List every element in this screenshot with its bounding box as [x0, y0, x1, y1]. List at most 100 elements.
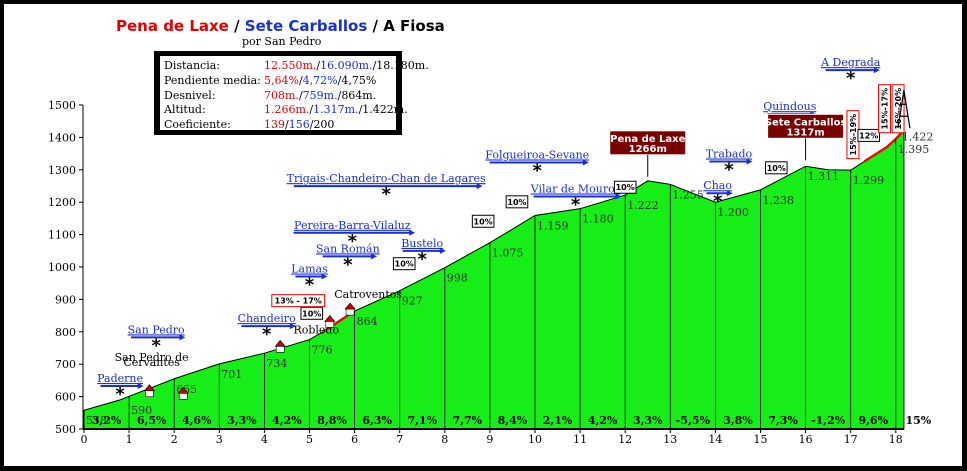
stats-value-3: 200	[313, 118, 335, 132]
stats-box: Distancia: 12.550m./16.090m./18.180m. Pe…	[154, 51, 429, 135]
y-tick-label: 500	[55, 423, 76, 436]
stats-value-2: 1.317m.	[313, 103, 359, 117]
gradient-tag-box	[878, 84, 892, 134]
stats-value-1: 12.550m.	[264, 59, 317, 72]
gradient-tag: 10%	[474, 217, 493, 226]
place-arrow	[746, 158, 753, 165]
place-star: *	[115, 384, 125, 405]
y-tick-label: 700	[55, 358, 76, 371]
place-label: A Degrada	[820, 56, 881, 69]
place-label: Cervantes	[123, 356, 180, 369]
place-arrow	[371, 253, 378, 260]
x-tick-label: 6	[351, 433, 358, 446]
place-label: Catroventos	[334, 288, 402, 301]
place-arrow	[321, 273, 328, 280]
steep-segment	[322, 314, 349, 333]
km-gradient-label: 8,8%	[317, 414, 347, 427]
x-tick-label: 5	[306, 433, 313, 446]
gradient-tag: 10%	[767, 164, 786, 173]
stats-value-1: 708m.	[264, 88, 299, 102]
place-arrow	[726, 190, 733, 197]
altitude-label: 1.311	[808, 170, 840, 183]
stats-label: Coeficiente:	[164, 118, 231, 132]
gradient-tag-box	[271, 294, 326, 308]
km-gradient-label: 7,3%	[768, 414, 798, 427]
place-arrow	[409, 229, 416, 236]
place-star: *	[305, 275, 315, 296]
place-star: *	[151, 335, 161, 356]
summit-altitude: 1317m	[786, 127, 824, 138]
gradient-tag-box	[471, 214, 495, 228]
altitude-label: 1.255	[672, 188, 704, 201]
x-tick-label: 11	[573, 433, 587, 446]
place-label: Quindous	[763, 100, 816, 113]
stats-value-2: 4,72%	[302, 73, 338, 87]
altitude-label: 1.180	[582, 213, 614, 226]
place-label: Chandeiro	[238, 312, 296, 325]
place-star: *	[713, 191, 723, 212]
elevation-chart: 5006007008009001000110012001300140015000…	[48, 56, 933, 446]
title-separator-1: /	[228, 17, 245, 35]
place-label: Paderne	[97, 372, 143, 385]
km-gradient-label: 7,1%	[407, 414, 437, 427]
place-star: *	[418, 249, 428, 270]
stats-value-2: 16.090m.	[320, 59, 373, 72]
altitude-label: 558	[86, 414, 107, 427]
altitude-label: 927	[402, 295, 423, 308]
place-label: Chao	[703, 179, 732, 192]
place-star: *	[381, 184, 391, 205]
y-tick-label: 1400	[48, 131, 76, 144]
stats-values-distance: 12.550m./16.090m./18.180m.	[264, 59, 429, 72]
altitude-label: 776	[312, 344, 333, 357]
km-gradient-label: 15%	[905, 414, 931, 427]
altitude-label: 998	[447, 272, 468, 285]
gradient-tag-box	[300, 306, 324, 320]
stats-value-1: 139	[264, 118, 285, 132]
x-tick-label: 7	[396, 433, 403, 446]
gradient-tag-box	[505, 195, 529, 209]
x-tick-label: 9	[486, 433, 493, 446]
profile-frame: 500 600 700 800 900 1000 1100 1200 1300 1400 1500 0…	[4, 4, 962, 466]
house-icon	[345, 308, 355, 316]
house-icon	[145, 390, 154, 398]
stats-row-altitude: Altitud:	[164, 103, 206, 118]
place-star: *	[262, 324, 272, 345]
km-gradient-label: 4,6%	[182, 414, 212, 427]
steep-segment	[863, 130, 904, 163]
km-gradient-label: 9,6%	[858, 414, 888, 427]
altitude-label: 590	[131, 404, 152, 417]
title-part-1: Pena de Laxe	[116, 17, 229, 35]
y-tick-label: 900	[55, 293, 76, 306]
km-gradient-label: 3,3%	[633, 414, 663, 427]
house-icon	[325, 321, 335, 328]
stats-value-3: 1.422m.	[362, 103, 408, 117]
km-gradient-label: 3,3%	[227, 414, 257, 427]
gradient-tag: 15%-17%	[881, 88, 890, 130]
stats-values-altitude: 1.266m./1.317m./1.422m.	[264, 103, 408, 117]
stats-value-2: 156	[288, 118, 310, 132]
x-tick-label: 3	[216, 433, 223, 446]
km-gradient-label: 3,2%	[92, 414, 122, 427]
stats-label: Pendiente media:	[164, 73, 261, 87]
place-label: Trabado	[706, 147, 753, 160]
place-star: *	[533, 160, 543, 181]
gradient-tag-box	[857, 128, 881, 142]
gradient-tag-box	[392, 257, 416, 271]
stats-value-1: 1.266m.	[264, 103, 310, 117]
x-tick-label: 16	[799, 433, 813, 446]
gradient-tag: 10%	[616, 183, 635, 192]
km-gradient-label: 7,7%	[453, 414, 483, 427]
place-label: Vilar de Mouros	[530, 182, 621, 195]
place-arrow	[873, 67, 880, 74]
altitude-label: 864	[357, 315, 378, 328]
x-tick-label: 17	[844, 433, 858, 446]
gradient-tag-box	[891, 84, 905, 134]
x-tick-label: 18	[889, 433, 903, 446]
x-tick-label: 15	[754, 433, 768, 446]
elevation-area	[83, 128, 905, 430]
house-icon	[274, 339, 286, 347]
place-label: San Román	[316, 242, 380, 255]
stats-label: Desnivel:	[164, 88, 216, 102]
km-gradient-label: 2,1%	[543, 414, 573, 427]
gradient-tag-box	[613, 180, 637, 194]
